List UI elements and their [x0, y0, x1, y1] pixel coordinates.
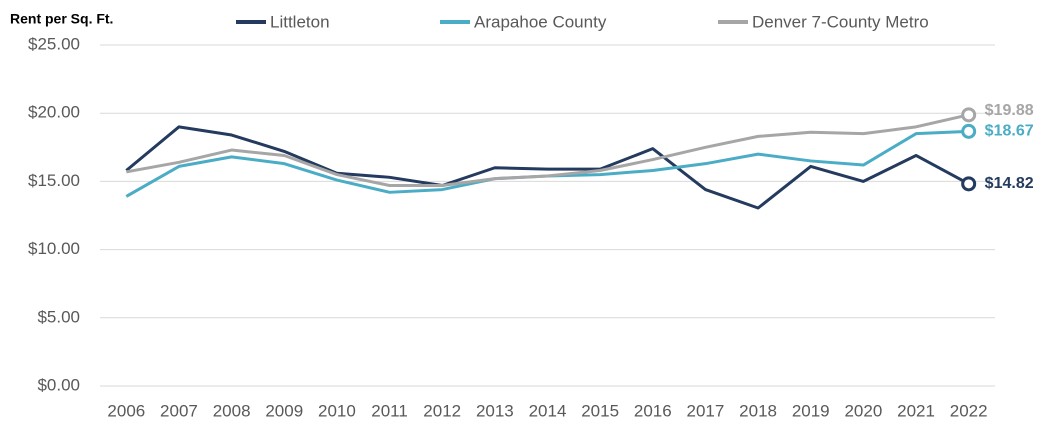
- x-tick-label: 2016: [634, 401, 672, 420]
- y-tick-label: $20.00: [28, 103, 80, 122]
- x-tick-label: 2019: [792, 401, 830, 420]
- x-tick-label: 2006: [107, 401, 145, 420]
- x-tick-label: 2021: [897, 401, 935, 420]
- data-label: $14.82: [985, 175, 1034, 192]
- x-tick-label: 2015: [581, 401, 619, 420]
- x-tick-label: 2018: [739, 401, 777, 420]
- y-tick-label: $5.00: [37, 307, 80, 326]
- end-marker: [961, 107, 977, 123]
- x-tick-label: 2020: [844, 401, 882, 420]
- x-tick-label: 2011: [371, 401, 408, 420]
- end-marker: [961, 123, 977, 139]
- x-tick-label: 2013: [476, 401, 514, 420]
- axis-title: Rent per Sq. Ft.: [10, 11, 113, 27]
- x-tick-label: 2010: [318, 401, 356, 420]
- y-tick-label: $0.00: [37, 375, 80, 394]
- x-tick-label: 2012: [423, 401, 461, 420]
- x-tick-label: 2014: [529, 401, 567, 420]
- end-marker: [961, 176, 977, 192]
- data-label: $18.67: [985, 123, 1034, 140]
- y-tick-label: $10.00: [28, 239, 80, 258]
- data-label: $19.88: [985, 102, 1034, 119]
- legend-label: Denver 7-County Metro: [752, 12, 929, 31]
- line: [126, 113, 970, 187]
- x-tick-label: 2007: [160, 401, 198, 420]
- legend-label: Arapahoe County: [474, 12, 607, 31]
- x-tick-label: 2017: [687, 401, 725, 420]
- x-tick-label: 2022: [950, 401, 988, 420]
- y-tick-label: $15.00: [28, 171, 80, 190]
- line: [125, 125, 970, 210]
- legend-label: Littleton: [270, 12, 330, 31]
- x-tick-label: 2009: [265, 401, 303, 420]
- y-tick-label: $25.00: [28, 34, 80, 53]
- x-tick-label: 2008: [213, 401, 251, 420]
